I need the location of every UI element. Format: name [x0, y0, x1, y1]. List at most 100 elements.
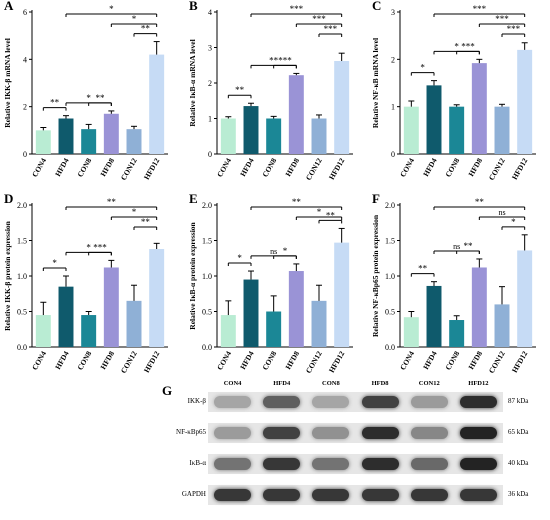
bar-CON8	[81, 315, 97, 347]
y-tick-label: 1.5	[385, 237, 395, 246]
band-HFD12	[459, 489, 497, 501]
y-tick-label: 0.5	[385, 308, 395, 317]
band-HFD4	[263, 427, 301, 439]
significance-label: *	[237, 253, 242, 263]
significance-label: *	[109, 4, 114, 14]
kda-label: 87 kDa	[508, 397, 529, 405]
band-CON8	[312, 396, 350, 408]
significance-label: ***	[461, 41, 475, 51]
x-tick-label: CON12	[119, 156, 139, 182]
significance-label: **	[141, 24, 151, 34]
bar-CON8	[449, 106, 465, 154]
y-tick-label: 1.0	[202, 272, 212, 281]
lane-label-CON8: CON8	[322, 380, 340, 387]
y-tick-label: 0.0	[202, 343, 212, 352]
significance-label: **	[50, 98, 60, 108]
significance-label: ***	[495, 14, 509, 24]
significance-label: *	[317, 207, 322, 217]
significance-label: ns	[270, 247, 277, 256]
bar-CON12	[126, 129, 142, 154]
bar-CON12	[494, 106, 510, 154]
x-tick-label: CON8	[443, 349, 461, 371]
x-tick-label: CON12	[119, 349, 139, 375]
panel-label-E: E	[189, 191, 198, 206]
bar-CON8	[266, 118, 282, 154]
bar-HFD4	[426, 85, 442, 154]
band-CON12	[410, 427, 448, 439]
band-CON12	[410, 396, 448, 408]
y-tick-label: 0.5	[202, 308, 212, 317]
x-tick-label: CON12	[304, 156, 324, 182]
panel-label-A: A	[4, 0, 14, 13]
bar-HFD8	[103, 113, 119, 154]
bar-CON4	[403, 317, 419, 347]
lane-label-CON12: CON12	[418, 380, 440, 387]
band-HFD8	[361, 427, 399, 439]
y-axis-label: Relative NF-κB mRNA level	[371, 38, 380, 128]
bar-HFD4	[426, 285, 442, 347]
x-tick-label: HFD4	[421, 349, 439, 371]
y-tick-label: 1	[208, 115, 212, 124]
significance-label: ns	[453, 242, 460, 251]
y-tick-label: 2	[391, 55, 395, 64]
y-tick-label: 2	[23, 103, 27, 112]
x-tick-label: HFD8	[466, 349, 484, 371]
bar-CON8	[449, 320, 465, 347]
y-tick-label: 0.0	[17, 343, 27, 352]
bar-CON4	[35, 315, 51, 347]
bar-HFD12	[517, 250, 533, 347]
y-tick-label: 0.0	[385, 343, 395, 352]
significance-label: *	[52, 258, 57, 268]
band-CON8	[312, 489, 350, 501]
y-tick-label: 3	[391, 8, 395, 17]
band-CON12	[410, 489, 448, 501]
significance-label: **	[235, 85, 245, 95]
blot-row-0: IKK-β 87 kDa	[188, 392, 528, 412]
x-tick-label: HFD8	[283, 156, 301, 178]
panel-F: F 0.0 0.5 1.0 1.5 2.0 Relative NF-κBp65 protei…	[371, 191, 536, 375]
panel-label-G: G	[162, 383, 173, 398]
band-CON8	[312, 427, 350, 439]
y-tick-label: 1.5	[202, 237, 212, 246]
y-axis-label: Relative IKK-β protein expression	[3, 220, 12, 331]
band-HFD8	[361, 458, 399, 470]
band-CON4	[214, 489, 252, 501]
significance-label: ***	[290, 4, 304, 14]
y-axis-label: Relative NF-κBp65 protein expression	[371, 214, 380, 337]
x-tick-label: CON4	[398, 156, 416, 178]
x-tick-label: CON8	[75, 156, 93, 178]
y-tick-label: 2.0	[385, 201, 395, 210]
significance-label: **	[141, 217, 151, 227]
x-tick-label: HFD12	[327, 156, 347, 181]
x-tick-label: CON12	[487, 349, 507, 375]
bar-HFD4	[243, 106, 259, 154]
bar-HFD8	[471, 267, 487, 347]
x-tick-label: HFD8	[98, 156, 116, 178]
y-axis-label: Relative IKK-β mRNA level	[3, 38, 12, 128]
lane-label-HFD12: HFD12	[468, 380, 489, 387]
y-tick-label: 0	[208, 150, 212, 159]
protein-label: NF-κBp65	[176, 428, 206, 436]
panel-label-F: F	[372, 191, 380, 206]
bar-CON4	[403, 106, 419, 154]
bar-CON4	[220, 118, 236, 154]
band-HFD4	[263, 489, 301, 501]
band-HFD8	[361, 396, 399, 408]
kda-label: 36 kDa	[508, 490, 529, 498]
x-tick-label: HFD12	[510, 156, 530, 181]
y-tick-label: 2	[208, 79, 212, 88]
bar-CON8	[266, 311, 282, 347]
band-HFD4	[263, 396, 301, 408]
bar-CON4	[35, 130, 51, 154]
y-tick-label: 2.0	[202, 201, 212, 210]
significance-label: ***	[312, 14, 326, 24]
significance-label: **	[107, 197, 117, 207]
band-CON12	[410, 458, 448, 470]
x-tick-label: CON8	[260, 349, 278, 371]
significance-label: **	[269, 55, 279, 65]
bar-HFD8	[288, 75, 304, 154]
significance-label: *	[420, 63, 425, 73]
band-HFD12	[459, 396, 497, 408]
